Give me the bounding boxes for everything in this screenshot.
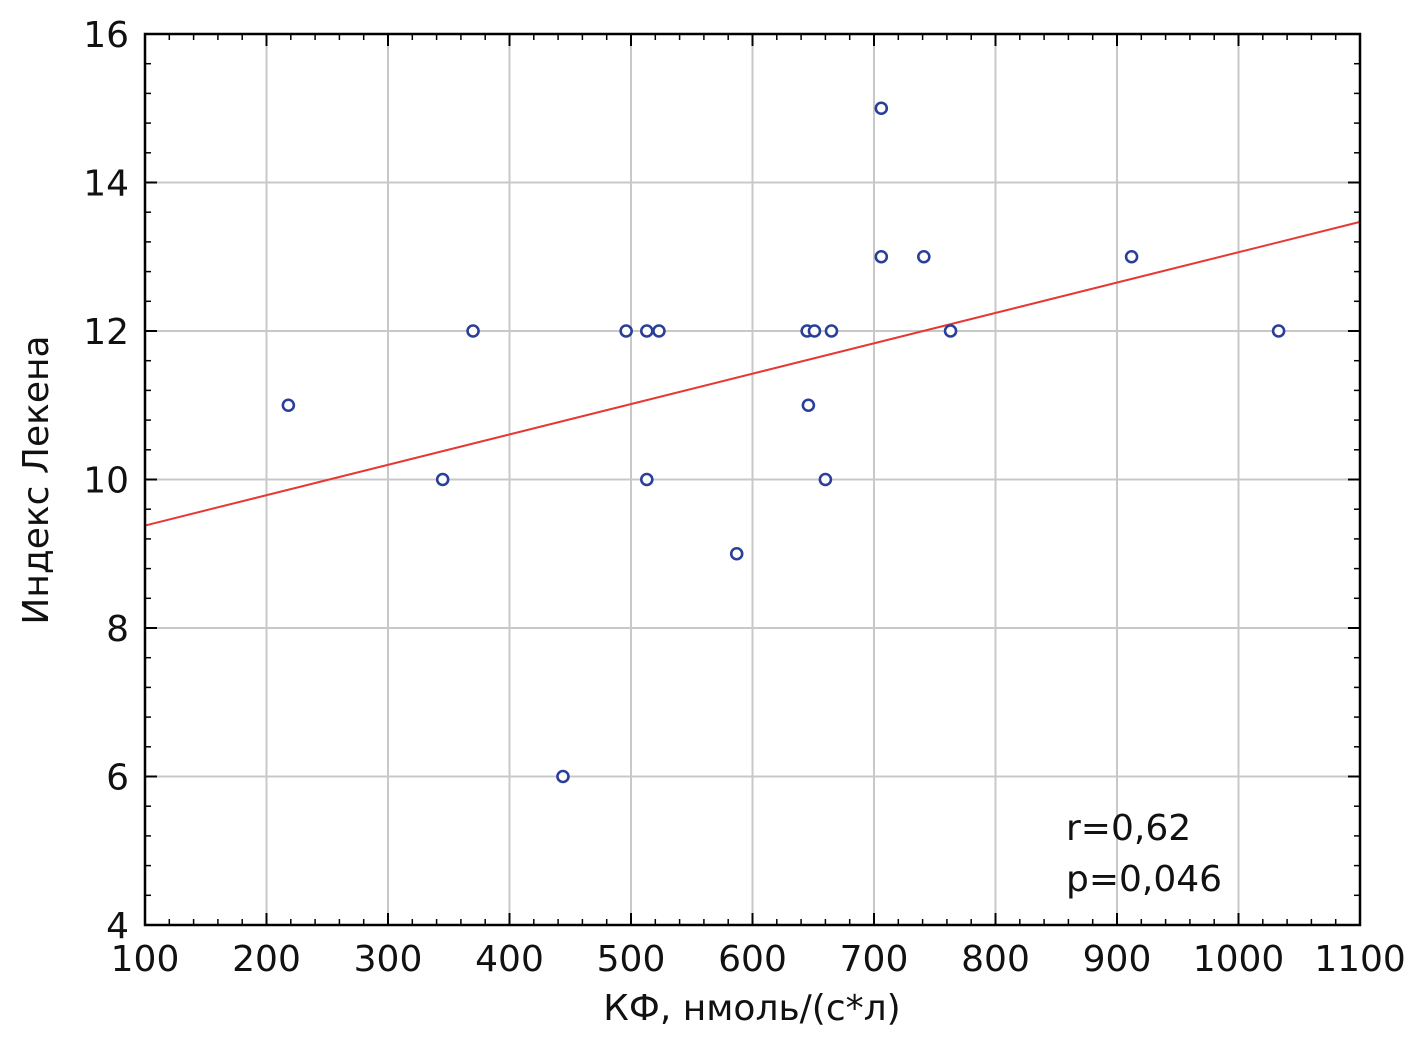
- minor-ticks: [144, 33, 1361, 926]
- data-point: [466, 324, 480, 338]
- data-point: [652, 324, 666, 338]
- annotation-r: r=0,62: [1066, 808, 1191, 849]
- x-tick-label: 300: [354, 939, 423, 980]
- y-tick-label: 16: [83, 15, 129, 56]
- x-tick-label: 800: [961, 939, 1030, 980]
- y-axis-title: Индекс Лекена: [16, 335, 57, 624]
- y-tick-label: 10: [83, 461, 129, 502]
- data-point: [874, 249, 889, 264]
- data-point: [729, 546, 744, 561]
- data-point: [917, 249, 931, 264]
- x-tick-label: 900: [1083, 939, 1152, 980]
- x-tick-label: 200: [232, 939, 301, 980]
- data-point: [824, 324, 839, 338]
- data-point: [639, 324, 654, 338]
- data-point: [874, 101, 889, 116]
- data-point: [281, 398, 296, 413]
- x-tick-label: 1100: [1314, 939, 1406, 980]
- x-tick-label: 400: [475, 939, 544, 980]
- annotation-p: p=0,046: [1066, 859, 1222, 900]
- data-point: [1124, 249, 1139, 264]
- data-point: [818, 472, 833, 487]
- data-point: [619, 324, 633, 338]
- grid: [145, 34, 1360, 925]
- y-tick-label: 12: [83, 312, 129, 353]
- data-point: [639, 472, 654, 487]
- data-point: [1271, 324, 1286, 338]
- data-point: [943, 324, 958, 338]
- x-tick-label: 1000: [1193, 939, 1285, 980]
- tick-labels: 100 200 300 400 500 600 700 800 900 1000 1100 4 6 8 10…: [83, 15, 1406, 980]
- data-point: [435, 472, 450, 487]
- y-tick-label: 4: [106, 906, 129, 947]
- data-point: [556, 769, 570, 784]
- data-point: [801, 398, 816, 413]
- x-axis-title: КФ, нмоль/(с*л): [603, 988, 900, 1029]
- trendline-layer: [144, 220, 1361, 527]
- points-layer: [281, 101, 1286, 784]
- y-tick-label: 14: [83, 164, 129, 205]
- x-tick-label: 700: [840, 939, 909, 980]
- y-tick-label: 8: [106, 609, 129, 650]
- y-tick-label: 6: [106, 758, 129, 799]
- x-tick-label: 500: [597, 939, 666, 980]
- x-tick-label: 600: [718, 939, 787, 980]
- x-tick-label: 100: [111, 939, 180, 980]
- data-point: [807, 324, 822, 338]
- regression-line: [144, 220, 1361, 527]
